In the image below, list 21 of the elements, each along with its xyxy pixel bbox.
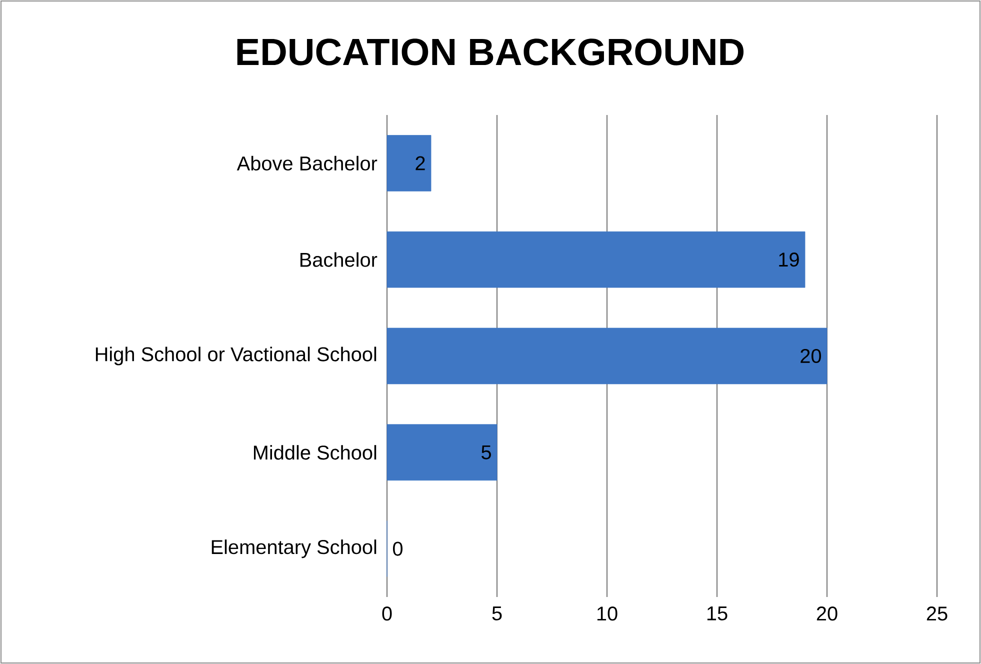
data-label: 2 xyxy=(416,156,425,170)
y-tick-label: Bachelor xyxy=(300,252,378,267)
x-tick-label: 25 xyxy=(926,606,948,621)
y-tick-label: Above Bachelor xyxy=(236,156,378,170)
y-tick-label: High School or Vactional School xyxy=(96,346,376,366)
x-tick-label: 20 xyxy=(816,606,838,621)
chart-title: EDUCATION BACKGROUND xyxy=(237,38,744,66)
data-label: 0 xyxy=(392,542,403,556)
data-label: 20 xyxy=(800,348,822,364)
bar xyxy=(386,328,828,384)
x-tick-label: 5 xyxy=(492,606,502,620)
data-label: 5 xyxy=(482,445,491,460)
bar xyxy=(386,424,498,481)
x-tick-label: 10 xyxy=(597,606,618,621)
x-tick-label: 15 xyxy=(707,606,728,620)
bar xyxy=(386,231,806,288)
y-tick-label: Middle School xyxy=(254,445,376,460)
bar xyxy=(386,135,432,192)
data-label: 19 xyxy=(779,252,799,267)
x-tick-label: 0 xyxy=(382,606,392,621)
y-tick-label: Elementary School xyxy=(212,540,376,558)
